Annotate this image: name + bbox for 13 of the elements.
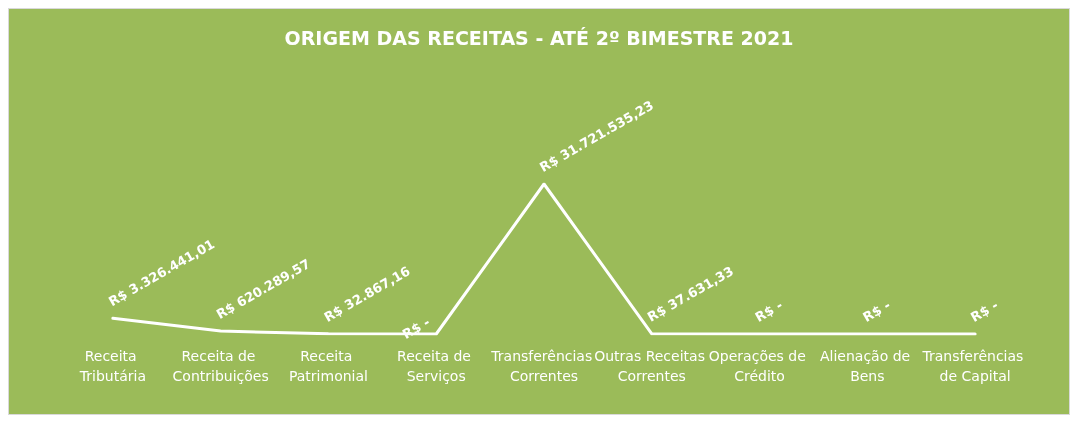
data-label: R$ - xyxy=(752,297,786,325)
data-label: R$ - xyxy=(860,297,893,325)
x-tick-label: Operações de Crédito xyxy=(708,348,811,384)
x-tick-label: Transferências de Capital xyxy=(921,348,1028,384)
x-tick-label: Alienação de Bens xyxy=(820,348,915,384)
x-tick-label: Receita Tributária xyxy=(78,348,146,384)
x-tick-label: Receita de Contribuições xyxy=(172,348,269,384)
x-tick-label: Receita Patrimonial xyxy=(288,348,368,384)
chart-title: ORIGEM DAS RECEITAS - ATÉ 2º BIMESTRE 2021 xyxy=(284,26,794,49)
x-tick-label: Transferências Correntes xyxy=(491,348,593,384)
data-label: R$ - xyxy=(968,297,1001,325)
x-tick-label: Outras Receitas Correntes xyxy=(594,348,710,384)
x-tick-label: Receita de Serviços xyxy=(397,348,476,384)
